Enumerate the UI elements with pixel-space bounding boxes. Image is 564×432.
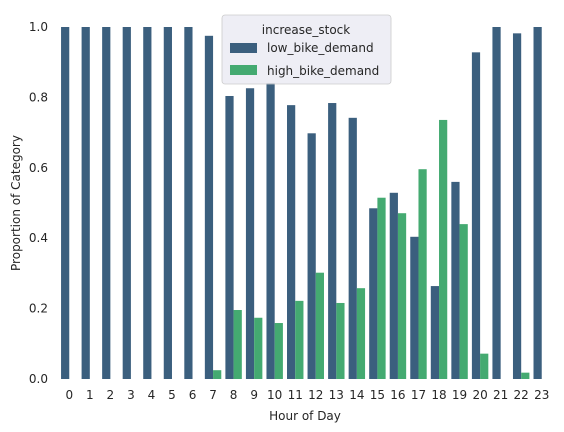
- bar-high-bike-demand-hour-22: [521, 372, 530, 379]
- y-tick-label: 0.6: [29, 161, 48, 175]
- x-tick-label: 22: [514, 388, 529, 402]
- x-tick-label: 21: [493, 388, 508, 402]
- bar-low-bike-demand-hour-8: [225, 95, 234, 380]
- legend-label-low-bike-demand: low_bike_demand: [267, 41, 374, 55]
- bar-high-bike-demand-hour-9: [254, 317, 263, 379]
- bar-high-bike-demand-hour-12: [315, 272, 324, 379]
- x-tick-label: 14: [349, 388, 364, 402]
- bar-low-bike-demand-hour-18: [430, 286, 440, 379]
- x-tick-label: 15: [370, 388, 385, 402]
- bar-low-bike-demand-hour-14: [348, 117, 357, 379]
- x-tick-label: 19: [452, 388, 467, 402]
- x-tick-label: 1: [86, 388, 94, 402]
- legend-title: increase_stock: [262, 23, 350, 37]
- x-tick-label: 13: [329, 388, 344, 402]
- y-tick-label: 0.0: [29, 372, 48, 386]
- bar-high-bike-demand-hour-16: [397, 213, 407, 379]
- x-tick-label: 9: [250, 388, 258, 402]
- bar-high-bike-demand-hour-13: [336, 302, 345, 379]
- bar-low-bike-demand-hour-23: [533, 27, 542, 379]
- bar-high-bike-demand-hour-14: [356, 288, 366, 379]
- x-tick-label: 3: [127, 388, 135, 402]
- x-tick-label: 12: [308, 388, 323, 402]
- legend-label-high-bike-demand: high_bike_demand: [267, 64, 379, 78]
- x-tick-label: 7: [209, 388, 217, 402]
- legend: increase_stock low_bike_demand high_bike…: [221, 14, 392, 85]
- x-tick-label: 5: [168, 388, 176, 402]
- x-tick-label: 20: [472, 388, 487, 402]
- bar-low-bike-demand-hour-13: [328, 103, 337, 379]
- y-axis-ticks: 0.0 0.2 0.4 0.6 0.8 1.0: [29, 20, 48, 386]
- y-axis-label: Proportion of Category: [9, 135, 23, 271]
- bar-low-bike-demand-hour-4: [143, 27, 152, 379]
- x-tick-label: 6: [189, 388, 197, 402]
- bar-low-bike-demand-hour-11: [287, 105, 296, 379]
- x-tick-label: 0: [65, 388, 73, 402]
- bar-low-bike-demand-hour-10: [266, 82, 275, 379]
- bar-high-bike-demand-hour-8: [233, 310, 242, 379]
- bars-group: [61, 27, 542, 380]
- bar-low-bike-demand-hour-15: [369, 208, 378, 379]
- x-tick-label: 10: [267, 388, 282, 402]
- x-axis-ticks: 0 1 2 3 4 5 6 7 8 9 10 11 12 13 14 15 16 17 18 19 20 21 22 23: [65, 388, 549, 402]
- bar-low-bike-demand-hour-1: [81, 27, 90, 379]
- x-tick-label: 2: [107, 388, 115, 402]
- bar-low-bike-demand-hour-2: [102, 27, 111, 379]
- legend-swatch-high-bike-demand: [230, 65, 257, 75]
- x-tick-label: 8: [230, 388, 238, 402]
- x-tick-label: 17: [411, 388, 426, 402]
- x-tick-label: 18: [431, 388, 446, 402]
- bar-low-bike-demand-hour-12: [307, 133, 316, 379]
- bar-low-bike-demand-hour-5: [163, 27, 172, 379]
- bar-high-bike-demand-hour-7: [213, 370, 222, 379]
- bar-high-bike-demand-hour-17: [418, 169, 427, 379]
- x-axis-label: Hour of Day: [269, 409, 341, 423]
- bar-high-bike-demand-hour-10: [274, 323, 283, 379]
- bar-low-bike-demand-hour-19: [451, 181, 460, 379]
- bar-low-bike-demand-hour-7: [204, 35, 214, 380]
- y-tick-label: 0.4: [29, 231, 48, 245]
- bar-low-bike-demand-hour-3: [122, 27, 131, 379]
- bar-high-bike-demand-hour-18: [439, 119, 448, 380]
- bar-low-bike-demand-hour-0: [61, 27, 70, 379]
- bar-high-bike-demand-hour-20: [480, 353, 489, 379]
- y-tick-label: 1.0: [29, 20, 48, 34]
- bar-low-bike-demand-hour-21: [492, 27, 501, 379]
- bar-low-bike-demand-hour-17: [410, 236, 419, 379]
- bar-low-bike-demand-hour-9: [245, 88, 255, 379]
- x-tick-label: 16: [390, 388, 405, 402]
- bar-low-bike-demand-hour-16: [389, 192, 398, 379]
- legend-swatch-low-bike-demand: [230, 43, 257, 53]
- bar-low-bike-demand-hour-6: [184, 27, 193, 379]
- y-tick-label: 0.8: [29, 90, 48, 104]
- bar-high-bike-demand-hour-15: [377, 197, 386, 379]
- bar-low-bike-demand-hour-22: [512, 33, 522, 380]
- bar-high-bike-demand-hour-19: [459, 224, 468, 379]
- legend-frame: [221, 14, 392, 85]
- y-tick-label: 0.2: [29, 302, 48, 316]
- x-tick-label: 11: [288, 388, 303, 402]
- x-tick-label: 4: [148, 388, 156, 402]
- bar-low-bike-demand-hour-20: [471, 52, 481, 380]
- bar-high-bike-demand-hour-11: [295, 300, 304, 379]
- x-tick-label: 23: [534, 388, 549, 402]
